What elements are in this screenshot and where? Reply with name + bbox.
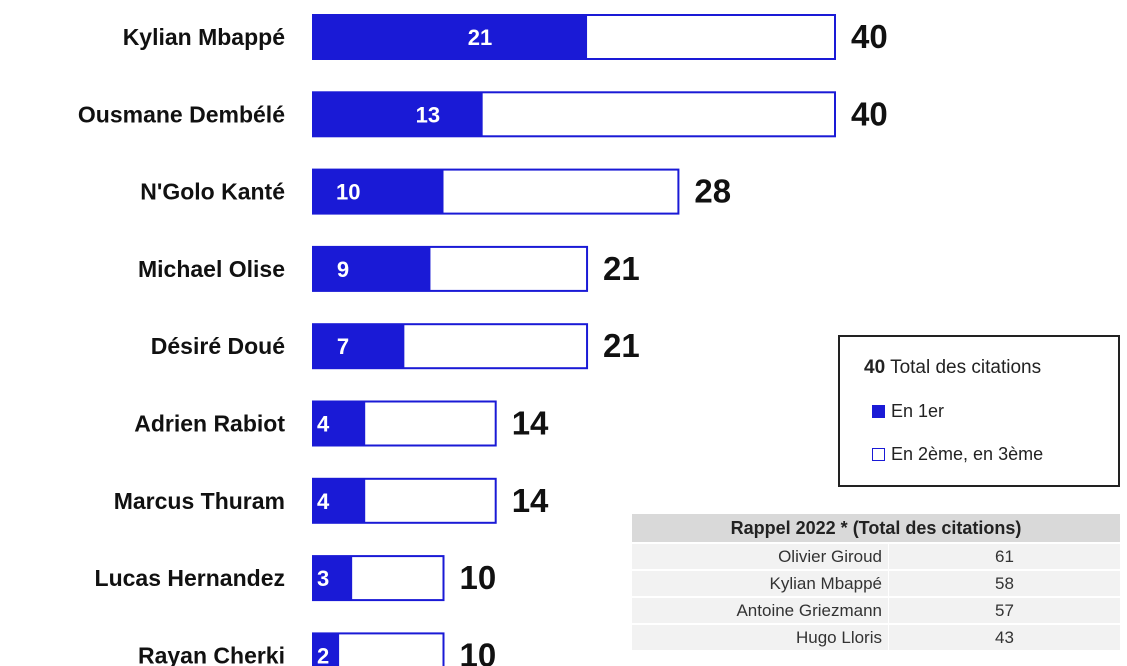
- bar-first-label: 7: [337, 334, 349, 359]
- table-cell-name: Antoine Griezmann: [632, 596, 889, 624]
- bar-first: [313, 324, 405, 369]
- bar-first-label: 4: [317, 489, 330, 514]
- total-label: 40: [851, 95, 888, 132]
- bar-first-label: 10: [336, 180, 360, 205]
- bar-first-label: 2: [317, 643, 329, 666]
- category-label: Ousmane Dembélé: [78, 101, 285, 127]
- total-label: 14: [512, 405, 549, 442]
- table-cell-value: 58: [888, 569, 1120, 597]
- table-row: Olivier Giroud 61: [632, 542, 1120, 570]
- total-label: 10: [460, 636, 497, 666]
- category-label: Adrien Rabiot: [134, 411, 285, 437]
- total-label: 14: [512, 482, 549, 519]
- category-label: Kylian Mbappé: [123, 24, 285, 50]
- legend-label-first: En 1er: [891, 401, 945, 421]
- table-cell-name: Hugo Lloris: [632, 623, 889, 650]
- category-label: Marcus Thuram: [114, 488, 285, 514]
- bar-first-label: 9: [337, 257, 349, 282]
- legend-swatch-first: [872, 405, 885, 418]
- category-label: Michael Olise: [138, 256, 285, 282]
- table-cell-name: Olivier Giroud: [632, 542, 889, 570]
- bar-first-label: 21: [468, 25, 492, 50]
- table-row: Kylian Mbappé 58: [632, 569, 1120, 597]
- bar-first-label: 13: [416, 102, 440, 127]
- table-cell-value: 61: [888, 542, 1120, 570]
- legend: 40 Total des citations En 1er En 2ème, e…: [838, 335, 1120, 487]
- table-cell-value: 43: [888, 623, 1120, 650]
- bar-first: [313, 169, 444, 214]
- reference-table-title: Rappel 2022 * (Total des citations): [632, 514, 1120, 543]
- table-cell-value: 57: [888, 596, 1120, 624]
- bar-first: [313, 246, 431, 291]
- total-label: 21: [603, 327, 640, 364]
- legend-item-first: En 1er: [872, 401, 944, 422]
- table-cell-name: Kylian Mbappé: [632, 569, 889, 597]
- category-label: Rayan Cherki: [138, 642, 285, 666]
- legend-label-other: En 2ème, en 3ème: [891, 444, 1044, 464]
- total-label: 40: [851, 18, 888, 55]
- legend-item-other: En 2ème, en 3ème: [872, 444, 1043, 465]
- table-row: Hugo Lloris 43: [632, 623, 1120, 650]
- legend-total-value: 40: [864, 357, 886, 378]
- bar-first-label: 4: [317, 412, 330, 437]
- total-label: 28: [694, 173, 731, 210]
- bar-first: [313, 633, 340, 666]
- total-label: 21: [603, 250, 640, 287]
- bar-first-label: 3: [317, 566, 329, 591]
- legend-swatch-other: [872, 448, 885, 461]
- bar-first: [313, 92, 483, 137]
- bar-first: [313, 478, 366, 523]
- total-label: 10: [460, 559, 497, 596]
- category-label: Lucas Hernandez: [95, 565, 285, 591]
- bar-first: [313, 15, 588, 59]
- reference-table: Rappel 2022 * (Total des citations) Oliv…: [632, 514, 1120, 650]
- table-row: Antoine Griezmann 57: [632, 596, 1120, 624]
- bar-first: [313, 401, 366, 446]
- category-label: Désiré Doué: [151, 333, 285, 359]
- bar-first: [313, 556, 353, 601]
- legend-total: 40 Total des citations: [864, 357, 1041, 379]
- legend-total-label: Total des citations: [890, 357, 1042, 378]
- category-label: N'Golo Kanté: [140, 179, 285, 205]
